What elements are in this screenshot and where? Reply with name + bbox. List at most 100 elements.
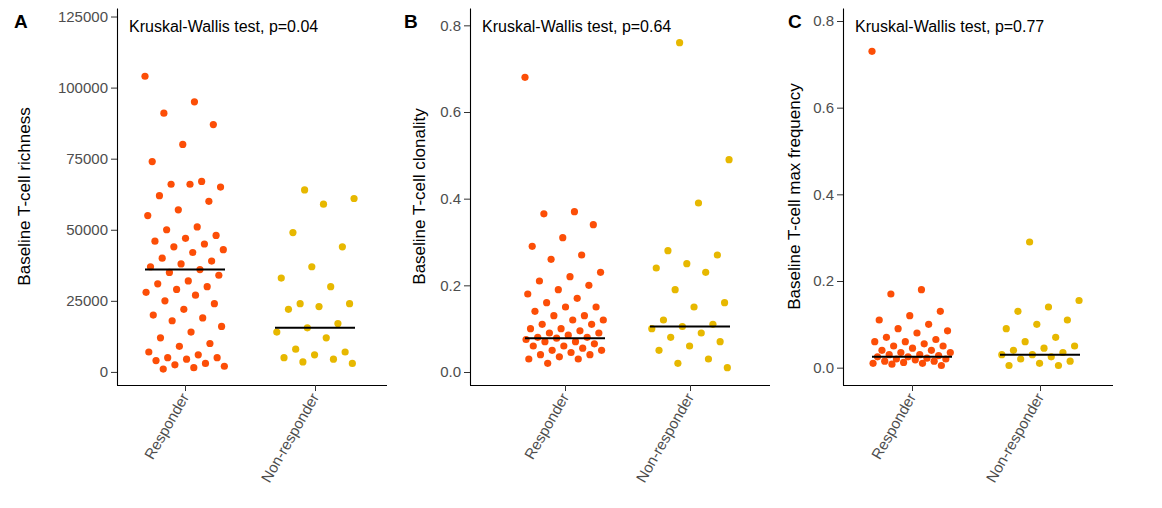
point [525, 355, 532, 362]
panel: 0250005000075000100000125000ResponderNon… [58, 8, 387, 485]
point [180, 306, 187, 313]
point [557, 325, 564, 332]
point [221, 363, 228, 370]
x-axis-line [470, 385, 770, 386]
y-tick-label: 0.4 [440, 190, 461, 207]
point [330, 356, 337, 363]
point [690, 303, 697, 310]
point [555, 286, 562, 293]
point [183, 356, 190, 363]
point [217, 184, 224, 191]
y-tick-mark [464, 285, 470, 286]
point [273, 329, 280, 336]
y-tick-label: 0.6 [813, 99, 834, 116]
y-tick-mark [111, 17, 117, 18]
point [145, 348, 152, 355]
y-tick: 0.2 [813, 272, 843, 289]
point [157, 334, 164, 341]
point [909, 345, 916, 352]
point [883, 334, 890, 341]
point [714, 251, 721, 258]
y-axis-line [470, 9, 471, 386]
point [559, 234, 566, 241]
y-tick-label: 50000 [66, 221, 108, 238]
y-tick-mark [111, 159, 117, 160]
y-tick: 0.8 [440, 17, 470, 34]
point [586, 351, 593, 358]
y-tick: 0.2 [440, 277, 470, 294]
point [944, 327, 951, 334]
point [151, 238, 158, 245]
point [556, 353, 563, 360]
point [204, 283, 211, 290]
x-tick: Non-responder [632, 385, 697, 485]
x-tick-label: Non-responder [632, 390, 697, 485]
point [334, 320, 341, 327]
point [1005, 362, 1012, 369]
y-axis: 0.00.20.40.60.8 [440, 9, 470, 386]
point [539, 321, 546, 328]
y-axis: 0.00.20.40.60.8 [813, 9, 843, 386]
point [187, 329, 194, 336]
x-axis-line [117, 385, 387, 386]
point [167, 181, 174, 188]
point [350, 195, 357, 202]
point [1040, 345, 1047, 352]
point [881, 358, 888, 365]
point [323, 334, 330, 341]
point [925, 321, 932, 328]
point [1055, 362, 1062, 369]
point [660, 316, 667, 323]
point [220, 246, 227, 253]
point [144, 212, 151, 219]
point [202, 360, 209, 367]
point [199, 314, 206, 321]
y-tick-label: 0.6 [440, 103, 461, 120]
panel-label: A [14, 11, 28, 32]
point [566, 273, 573, 280]
point [194, 223, 201, 230]
point [327, 283, 334, 290]
y-axis-title: Baseline T-cell max frequency [785, 83, 804, 310]
point [171, 361, 178, 368]
point [289, 229, 296, 236]
point [191, 98, 198, 105]
y-axis-line [117, 9, 118, 386]
point [581, 312, 588, 319]
point [214, 354, 221, 361]
point [182, 235, 189, 242]
y-tick-label: 0.8 [813, 12, 834, 29]
median-line [650, 326, 730, 328]
point [160, 110, 167, 117]
point [887, 290, 894, 297]
point [585, 282, 592, 289]
point [938, 362, 945, 369]
point [315, 303, 322, 310]
point [598, 347, 605, 354]
point [278, 274, 285, 281]
x-tick-label: Responder [521, 390, 572, 462]
y-tick: 0.8 [813, 12, 843, 29]
point [521, 74, 528, 81]
y-tick: 0.0 [813, 359, 843, 376]
point [311, 351, 318, 358]
point [562, 303, 569, 310]
point [285, 306, 292, 313]
point [928, 347, 935, 354]
y-tick-mark [111, 372, 117, 373]
point [705, 355, 712, 362]
y-tick-label: 0.8 [440, 17, 461, 34]
point [702, 269, 709, 276]
y-tick: 100000 [58, 79, 117, 96]
point [210, 121, 217, 128]
title: Kruskal-Wallis test, p=0.77 [855, 18, 1044, 35]
point [674, 360, 681, 367]
point [524, 290, 531, 297]
point [590, 221, 597, 228]
median-line [1000, 354, 1080, 356]
y-tick: 0.6 [440, 103, 470, 120]
point [320, 201, 327, 208]
point [939, 342, 946, 349]
point [597, 269, 604, 276]
point [292, 346, 299, 353]
